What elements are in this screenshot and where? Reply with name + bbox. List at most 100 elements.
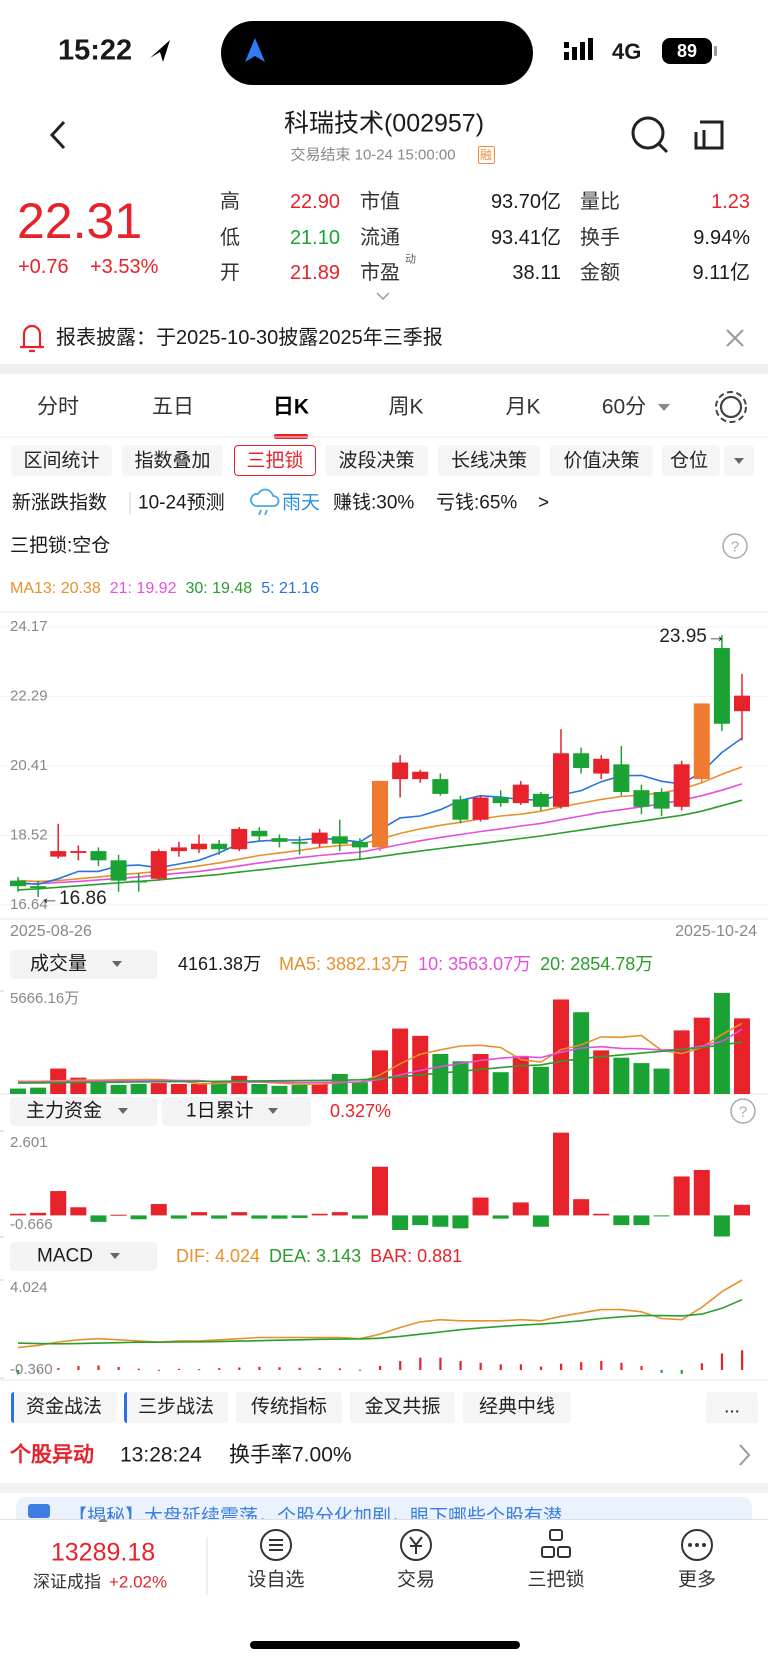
dropdown-icon[interactable] <box>112 961 122 967</box>
label[interactable]: MACD <box>37 1245 93 1267</box>
selector[interactable] <box>10 1242 157 1271</box>
candle-body <box>713 648 730 724</box>
selector[interactable] <box>10 1097 157 1126</box>
strategy-tab[interactable] <box>236 1392 342 1423</box>
dropdown-icon[interactable] <box>118 1108 128 1114</box>
nav-label[interactable]: 三把锁 <box>527 1569 585 1591</box>
label[interactable]: 主力资金 <box>26 1100 103 1122</box>
candle-body <box>30 886 47 889</box>
period-tab[interactable]: 周K <box>388 395 424 419</box>
dropdown-icon[interactable] <box>268 1108 278 1114</box>
strategy-tab-text[interactable]: 金叉共振 <box>364 1396 441 1418</box>
label[interactable]: 成交量 <box>30 953 88 975</box>
dropdown-icon[interactable] <box>734 458 744 464</box>
stat-value: 21.10 <box>289 227 340 249</box>
label[interactable]: > <box>538 492 550 514</box>
tool-button-text[interactable]: 价值决策 <box>563 450 640 472</box>
chevron[interactable] <box>739 1444 751 1466</box>
macd-bar <box>499 1364 502 1370</box>
nav-icon[interactable] <box>681 1529 713 1561</box>
legend: MA5: 3882.13万 10: 3563.07万 20: 2854.78万 <box>279 955 653 973</box>
nav-label[interactable]: 更多 <box>677 1569 717 1591</box>
tool-button[interactable] <box>11 445 112 476</box>
help-circle[interactable] <box>730 1098 756 1124</box>
legend-item: MA13: 20.38 <box>10 580 101 597</box>
macd-bar <box>177 1368 181 1370</box>
nav-background <box>0 1519 768 1665</box>
tool-button-text[interactable]: 波段决策 <box>338 450 415 472</box>
settings-button[interactable] <box>719 395 743 419</box>
candle-body <box>593 758 610 774</box>
tool-button-text[interactable]: 三把锁 <box>246 450 304 472</box>
candle-body <box>613 764 630 793</box>
flow-bar <box>30 1212 47 1216</box>
nav-label[interactable]: 交易 <box>396 1569 436 1591</box>
stat-label: 开 <box>220 262 240 284</box>
macd-bar <box>459 1361 462 1370</box>
stat-value: 38.11 <box>512 262 561 284</box>
candle-body <box>331 836 348 844</box>
strategy-tab[interactable] <box>706 1392 758 1423</box>
tool-button-text[interactable]: 区间统计 <box>23 450 100 472</box>
tool-button-text[interactable]: 仓位 <box>670 450 709 472</box>
strategy-tab[interactable] <box>124 1392 228 1423</box>
y-tick-label: -0.360 <box>10 1361 53 1378</box>
help-icon[interactable]: ? <box>730 538 740 556</box>
y-tick-label: 2.601 <box>10 1134 48 1151</box>
search-button[interactable] <box>631 116 665 150</box>
macd-bar <box>379 1365 382 1370</box>
macd-bar <box>338 1368 341 1370</box>
strategy-tab-text[interactable]: ... <box>724 1396 740 1418</box>
y-tick-label: 24.17 <box>10 618 48 635</box>
label[interactable]: 1日累计 <box>186 1100 254 1122</box>
notice-text[interactable]: 报表披露：于2025-10-30披露2025年三季报 <box>56 327 443 349</box>
tool-button[interactable] <box>122 445 223 476</box>
strategy-tab-text[interactable]: 经典中线 <box>478 1396 556 1418</box>
tool-button-text[interactable]: 指数叠加 <box>134 450 211 472</box>
flow-bar <box>613 1215 630 1226</box>
tool-button[interactable] <box>550 445 653 476</box>
period-tab[interactable]: 五日 <box>152 395 194 419</box>
back-button[interactable] <box>49 120 66 150</box>
dropdown-icon[interactable] <box>110 1253 120 1259</box>
help-icon[interactable]: ? <box>738 1103 748 1121</box>
period-tab[interactable]: 分时 <box>37 395 79 419</box>
candle-body <box>432 779 449 794</box>
selector[interactable] <box>10 950 157 979</box>
legend-item: 5: 21.16 <box>261 580 320 597</box>
nav-icon[interactable] <box>400 1529 432 1561</box>
strategy-tab[interactable] <box>11 1392 117 1423</box>
tool-button[interactable] <box>325 445 428 476</box>
strategy-tab[interactable] <box>350 1392 455 1423</box>
stat-label: 流通 <box>360 227 400 249</box>
stat-label: 市值 <box>360 191 400 213</box>
tool-button[interactable] <box>662 445 720 476</box>
nav-icon[interactable] <box>260 1529 292 1561</box>
macd-bar <box>218 1368 221 1370</box>
strategy-tab-text[interactable]: 传统指标 <box>250 1396 328 1418</box>
period-tab[interactable]: 60分 <box>601 395 647 419</box>
edit-button[interactable] <box>694 120 724 150</box>
index-value[interactable]: 13289.18 <box>50 1538 156 1567</box>
period-tab[interactable]: 日K <box>272 395 310 419</box>
strategy-tab-text[interactable]: 三步战法 <box>137 1396 215 1418</box>
trade-status: 交易结束 10-24 15:00:00 <box>290 146 456 164</box>
clock: 15:22 <box>58 34 133 67</box>
candle-body <box>512 784 529 804</box>
nav-label[interactable]: 设自选 <box>247 1569 305 1591</box>
tool-button-text[interactable]: 长线决策 <box>450 450 528 472</box>
macd-bar <box>278 1367 281 1370</box>
tool-button[interactable] <box>234 445 316 476</box>
strategy-tab-text[interactable]: 资金战法 <box>25 1396 103 1418</box>
battery-level: 89 <box>676 41 698 61</box>
nav-icon[interactable] <box>541 1529 571 1558</box>
selector[interactable] <box>162 1097 311 1126</box>
period-tab[interactable]: 月K <box>505 395 541 419</box>
expand-chevron[interactable] <box>376 292 390 301</box>
close-button[interactable] <box>726 329 744 347</box>
stat-value: 93.41亿 <box>490 227 561 249</box>
tool-button[interactable] <box>438 445 540 476</box>
macd-bar <box>198 1369 201 1371</box>
help-circle[interactable] <box>722 533 748 559</box>
strategy-tab[interactable] <box>463 1392 571 1423</box>
